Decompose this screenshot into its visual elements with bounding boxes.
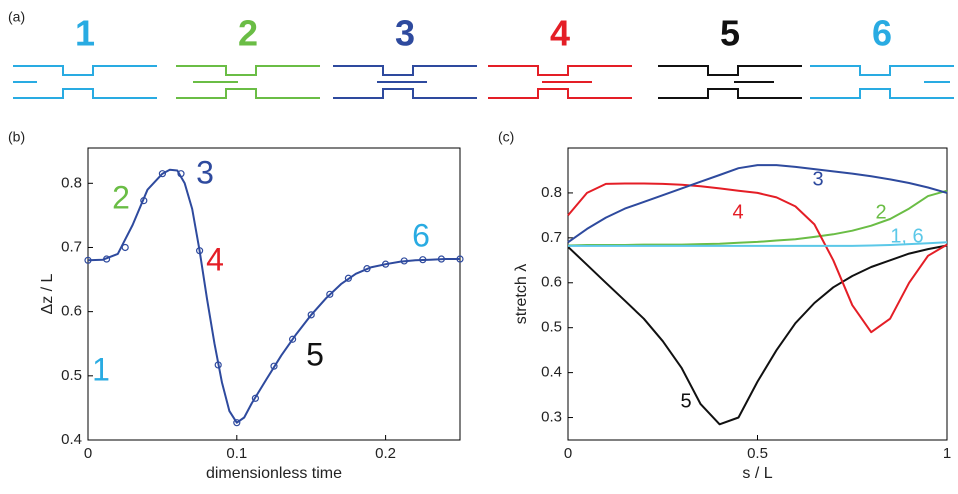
curve: [87, 168, 460, 424]
x-axis-label: s / L: [742, 465, 772, 482]
x-tick-label: 0: [564, 445, 572, 462]
y-tick-label: 0.5: [61, 367, 82, 384]
schematic-wall: [488, 65, 632, 76]
schematic-wall: [333, 65, 477, 76]
x-tick-label: 0: [84, 445, 92, 462]
marker: [344, 274, 352, 282]
x-tick-label: 0.2: [375, 445, 396, 462]
y-tick-label: 0.6: [541, 274, 562, 291]
y-axis-label: Δz / L: [39, 273, 56, 314]
y-tick-label: 0.8: [61, 174, 82, 191]
curve-label: 5: [680, 390, 691, 412]
y-axis-label: stretch λ: [513, 264, 530, 324]
schematic-number: 4: [550, 13, 570, 54]
annotation: 4: [206, 241, 224, 277]
annotation: 2: [112, 179, 130, 215]
curve-label: 3: [812, 168, 823, 190]
schematic-number: 1: [75, 13, 95, 54]
y-tick-label: 0.5: [541, 319, 562, 336]
marker: [121, 243, 129, 252]
curve: [567, 182, 948, 334]
marker: [363, 265, 371, 273]
schematic-number: 6: [872, 13, 892, 54]
y-tick-label: 0.4: [61, 431, 82, 448]
y-tick-label: 0.7: [61, 238, 82, 255]
schematic-wall: [658, 65, 802, 76]
plot-frame: [567, 147, 948, 441]
curve-label: 4: [732, 201, 743, 223]
schematic-wall: [810, 88, 954, 99]
marker: [158, 170, 166, 178]
schematic-wall: [810, 65, 954, 76]
marker: [214, 361, 222, 369]
annotation: 6: [412, 217, 430, 253]
curve: [567, 189, 948, 247]
annotation: 3: [196, 154, 214, 190]
marker: [233, 419, 241, 427]
schematic-wall: [176, 65, 320, 76]
schematic-wall: [333, 88, 477, 99]
curve: [567, 164, 948, 244]
marker: [270, 362, 278, 370]
annotation: 1: [92, 351, 110, 387]
marker: [102, 255, 111, 263]
y-tick-label: 0.4: [541, 364, 562, 381]
schematic-wall: [13, 65, 157, 76]
y-tick-label: 0.7: [541, 229, 562, 246]
marker: [400, 257, 408, 265]
panel-label: (c): [498, 129, 514, 145]
marker: [289, 335, 297, 343]
panel-label: (b): [8, 129, 25, 145]
schematic-wall: [13, 88, 157, 99]
schematic-number: 3: [395, 13, 415, 54]
marker: [326, 290, 334, 298]
marker: [419, 256, 427, 264]
plot-frame: [87, 147, 461, 441]
y-tick-label: 0.8: [541, 184, 562, 201]
marker: [456, 255, 464, 263]
schematic-wall: [658, 88, 802, 99]
marker: [307, 311, 315, 319]
schematic-wall: [488, 88, 632, 99]
y-tick-label: 0.6: [61, 303, 82, 320]
marker: [196, 247, 204, 255]
panel-label: (a): [8, 9, 25, 25]
marker: [251, 394, 259, 402]
schematic-number: 5: [720, 13, 740, 54]
marker: [437, 255, 445, 263]
x-tick-label: 0.1: [226, 445, 247, 462]
curve: [567, 244, 948, 426]
curve-label: 1, 6: [890, 225, 923, 247]
schematic-wall: [176, 88, 320, 99]
x-tick-label: 1: [943, 445, 951, 462]
annotation: 5: [306, 336, 324, 372]
y-tick-label: 0.3: [541, 409, 562, 426]
schematic-number: 2: [238, 13, 258, 54]
marker: [140, 197, 148, 205]
marker: [382, 260, 390, 268]
x-tick-label: 0.5: [747, 445, 768, 462]
marker: [84, 256, 92, 264]
curve: [568, 241, 948, 247]
curve-label: 2: [875, 201, 886, 223]
marker: [177, 170, 185, 178]
x-axis-label: dimensionless time: [206, 465, 342, 482]
